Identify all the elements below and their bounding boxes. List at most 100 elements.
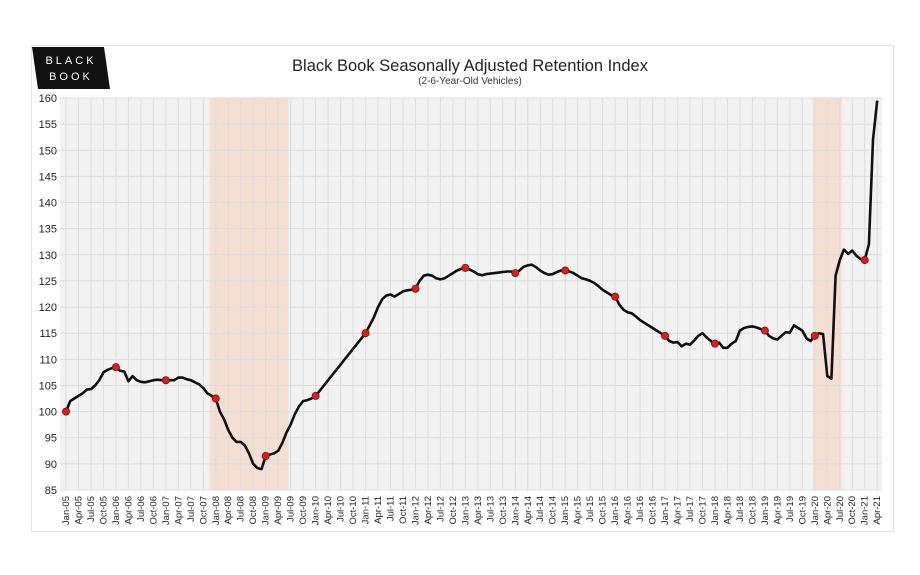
y-tick-label: 160 (39, 93, 57, 105)
x-tick-label: Jul-16 (635, 496, 646, 522)
y-tick-label: 115 (39, 328, 57, 340)
x-tick-label: Jan-11 (361, 496, 372, 524)
x-tick-label: Jul-12 (435, 496, 446, 522)
x-tick-label: Jan-19 (760, 496, 771, 525)
x-tick-label: Apr-13 (473, 496, 484, 525)
x-tick-label: Apr-11 (373, 496, 384, 524)
x-tick-label: Jul-18 (735, 496, 746, 522)
x-tick-label: Jul-08 (236, 496, 247, 522)
january-marker (62, 407, 71, 416)
x-tick-label: Oct-17 (697, 496, 708, 525)
january-marker (211, 394, 220, 403)
x-tick-label: Oct-13 (498, 496, 509, 525)
x-tick-label: Jan-16 (610, 496, 621, 525)
january-marker (561, 266, 570, 275)
x-tick-label: Jul-17 (685, 496, 696, 522)
january-marker (661, 331, 670, 340)
x-tick-label: Oct-16 (648, 496, 659, 525)
chart-subtitle: (2-6-Year-Old Vehicles) (418, 76, 522, 87)
january-marker (411, 284, 420, 293)
y-tick-label: 145 (39, 171, 57, 183)
x-tick-label: Apr-07 (173, 496, 184, 525)
x-tick-label: Jul-19 (785, 496, 796, 522)
x-tick-label: Apr-21 (872, 496, 883, 525)
x-tick-label: Apr-12 (423, 496, 434, 525)
x-tick-label: Jul-15 (585, 496, 596, 522)
x-tick-label: Jan-10 (311, 496, 322, 525)
x-tick-label: Jan-09 (261, 496, 272, 525)
x-tick-label: Oct-10 (348, 496, 359, 525)
recession-shade (209, 98, 289, 490)
january-marker (710, 339, 719, 348)
january-marker (361, 329, 370, 338)
x-tick-label: Oct-09 (298, 496, 309, 525)
x-tick-label: Apr-10 (323, 496, 334, 525)
logo-line1: BLACK (45, 55, 96, 67)
y-tick-label: 155 (39, 119, 57, 131)
y-tick-label: 150 (39, 145, 57, 157)
january-marker (760, 326, 769, 335)
x-tick-label: Jul-10 (336, 496, 347, 522)
x-tick-label: Jan-05 (61, 496, 72, 525)
x-tick-label: Jan-13 (460, 496, 471, 525)
logo-line2: BOOK (49, 71, 93, 83)
x-tick-label: Jan-06 (111, 496, 122, 525)
x-tick-label: Apr-19 (772, 496, 783, 525)
x-tick-label: Oct-11 (398, 496, 409, 524)
january-marker (611, 292, 620, 301)
january-marker (461, 263, 470, 272)
x-tick-label: Jan-12 (410, 496, 421, 525)
january-marker (261, 452, 270, 461)
x-tick-label: Jul-09 (286, 496, 297, 522)
january-marker (511, 269, 520, 278)
x-tick-label: Apr-14 (523, 496, 534, 525)
x-tick-label: Apr-17 (673, 496, 684, 525)
black-book-logo: BLACK BOOK (32, 47, 110, 89)
x-tick-label: Oct-19 (797, 496, 808, 525)
x-tick-label: Oct-20 (847, 496, 858, 525)
y-tick-label: 105 (39, 380, 57, 392)
x-tick-label: Jan-18 (710, 496, 721, 525)
chart-frame (31, 45, 894, 532)
x-tick-label: Apr-18 (722, 496, 733, 525)
x-tick-label: Jul-20 (835, 496, 846, 522)
x-tick-label: Jan-08 (211, 496, 222, 525)
x-tick-label: Oct-12 (448, 496, 459, 525)
y-tick-label: 110 (39, 354, 57, 366)
x-tick-label: Oct-06 (148, 496, 159, 525)
x-tick-label: Oct-18 (747, 496, 758, 525)
y-tick-label: 85 (45, 485, 57, 497)
x-tick-label: Jan-21 (860, 496, 871, 525)
x-tick-label: Apr-09 (273, 496, 284, 525)
x-tick-label: Oct-08 (248, 496, 259, 525)
y-tick-label: 135 (39, 224, 57, 236)
y-tick-label: 90 (45, 459, 57, 471)
x-tick-label: Jul-06 (136, 496, 147, 522)
x-tick-label: Apr-15 (573, 496, 584, 525)
x-tick-label: Jul-11 (385, 496, 396, 521)
january-marker (311, 391, 320, 400)
x-tick-label: Oct-15 (598, 496, 609, 525)
x-tick-label: Apr-16 (623, 496, 634, 525)
x-tick-label: Jul-07 (186, 496, 197, 522)
january-marker (111, 363, 120, 372)
x-tick-label: Jul-14 (535, 496, 546, 522)
january-marker (161, 376, 170, 385)
x-tick-label: Jan-14 (510, 496, 521, 525)
x-tick-label: Jul-13 (485, 496, 496, 522)
x-tick-label: Apr-20 (822, 496, 833, 525)
x-tick-label: Oct-14 (548, 496, 559, 525)
x-tick-label: Apr-08 (223, 496, 234, 525)
x-tick-label: Apr-06 (123, 496, 134, 525)
x-tick-label: Jan-17 (660, 496, 671, 525)
y-tick-label: 140 (39, 198, 57, 210)
y-tick-label: 130 (39, 250, 57, 262)
chart-title: Black Book Seasonally Adjusted Retention… (292, 57, 648, 75)
x-tick-label: Jan-07 (161, 496, 172, 525)
x-tick-label: Oct-05 (98, 496, 109, 525)
retention-index-line (64, 100, 879, 471)
january-marker (860, 256, 869, 265)
y-tick-label: 120 (39, 302, 57, 314)
plot-area (60, 98, 882, 490)
x-tick-label: Jan-20 (810, 496, 821, 525)
